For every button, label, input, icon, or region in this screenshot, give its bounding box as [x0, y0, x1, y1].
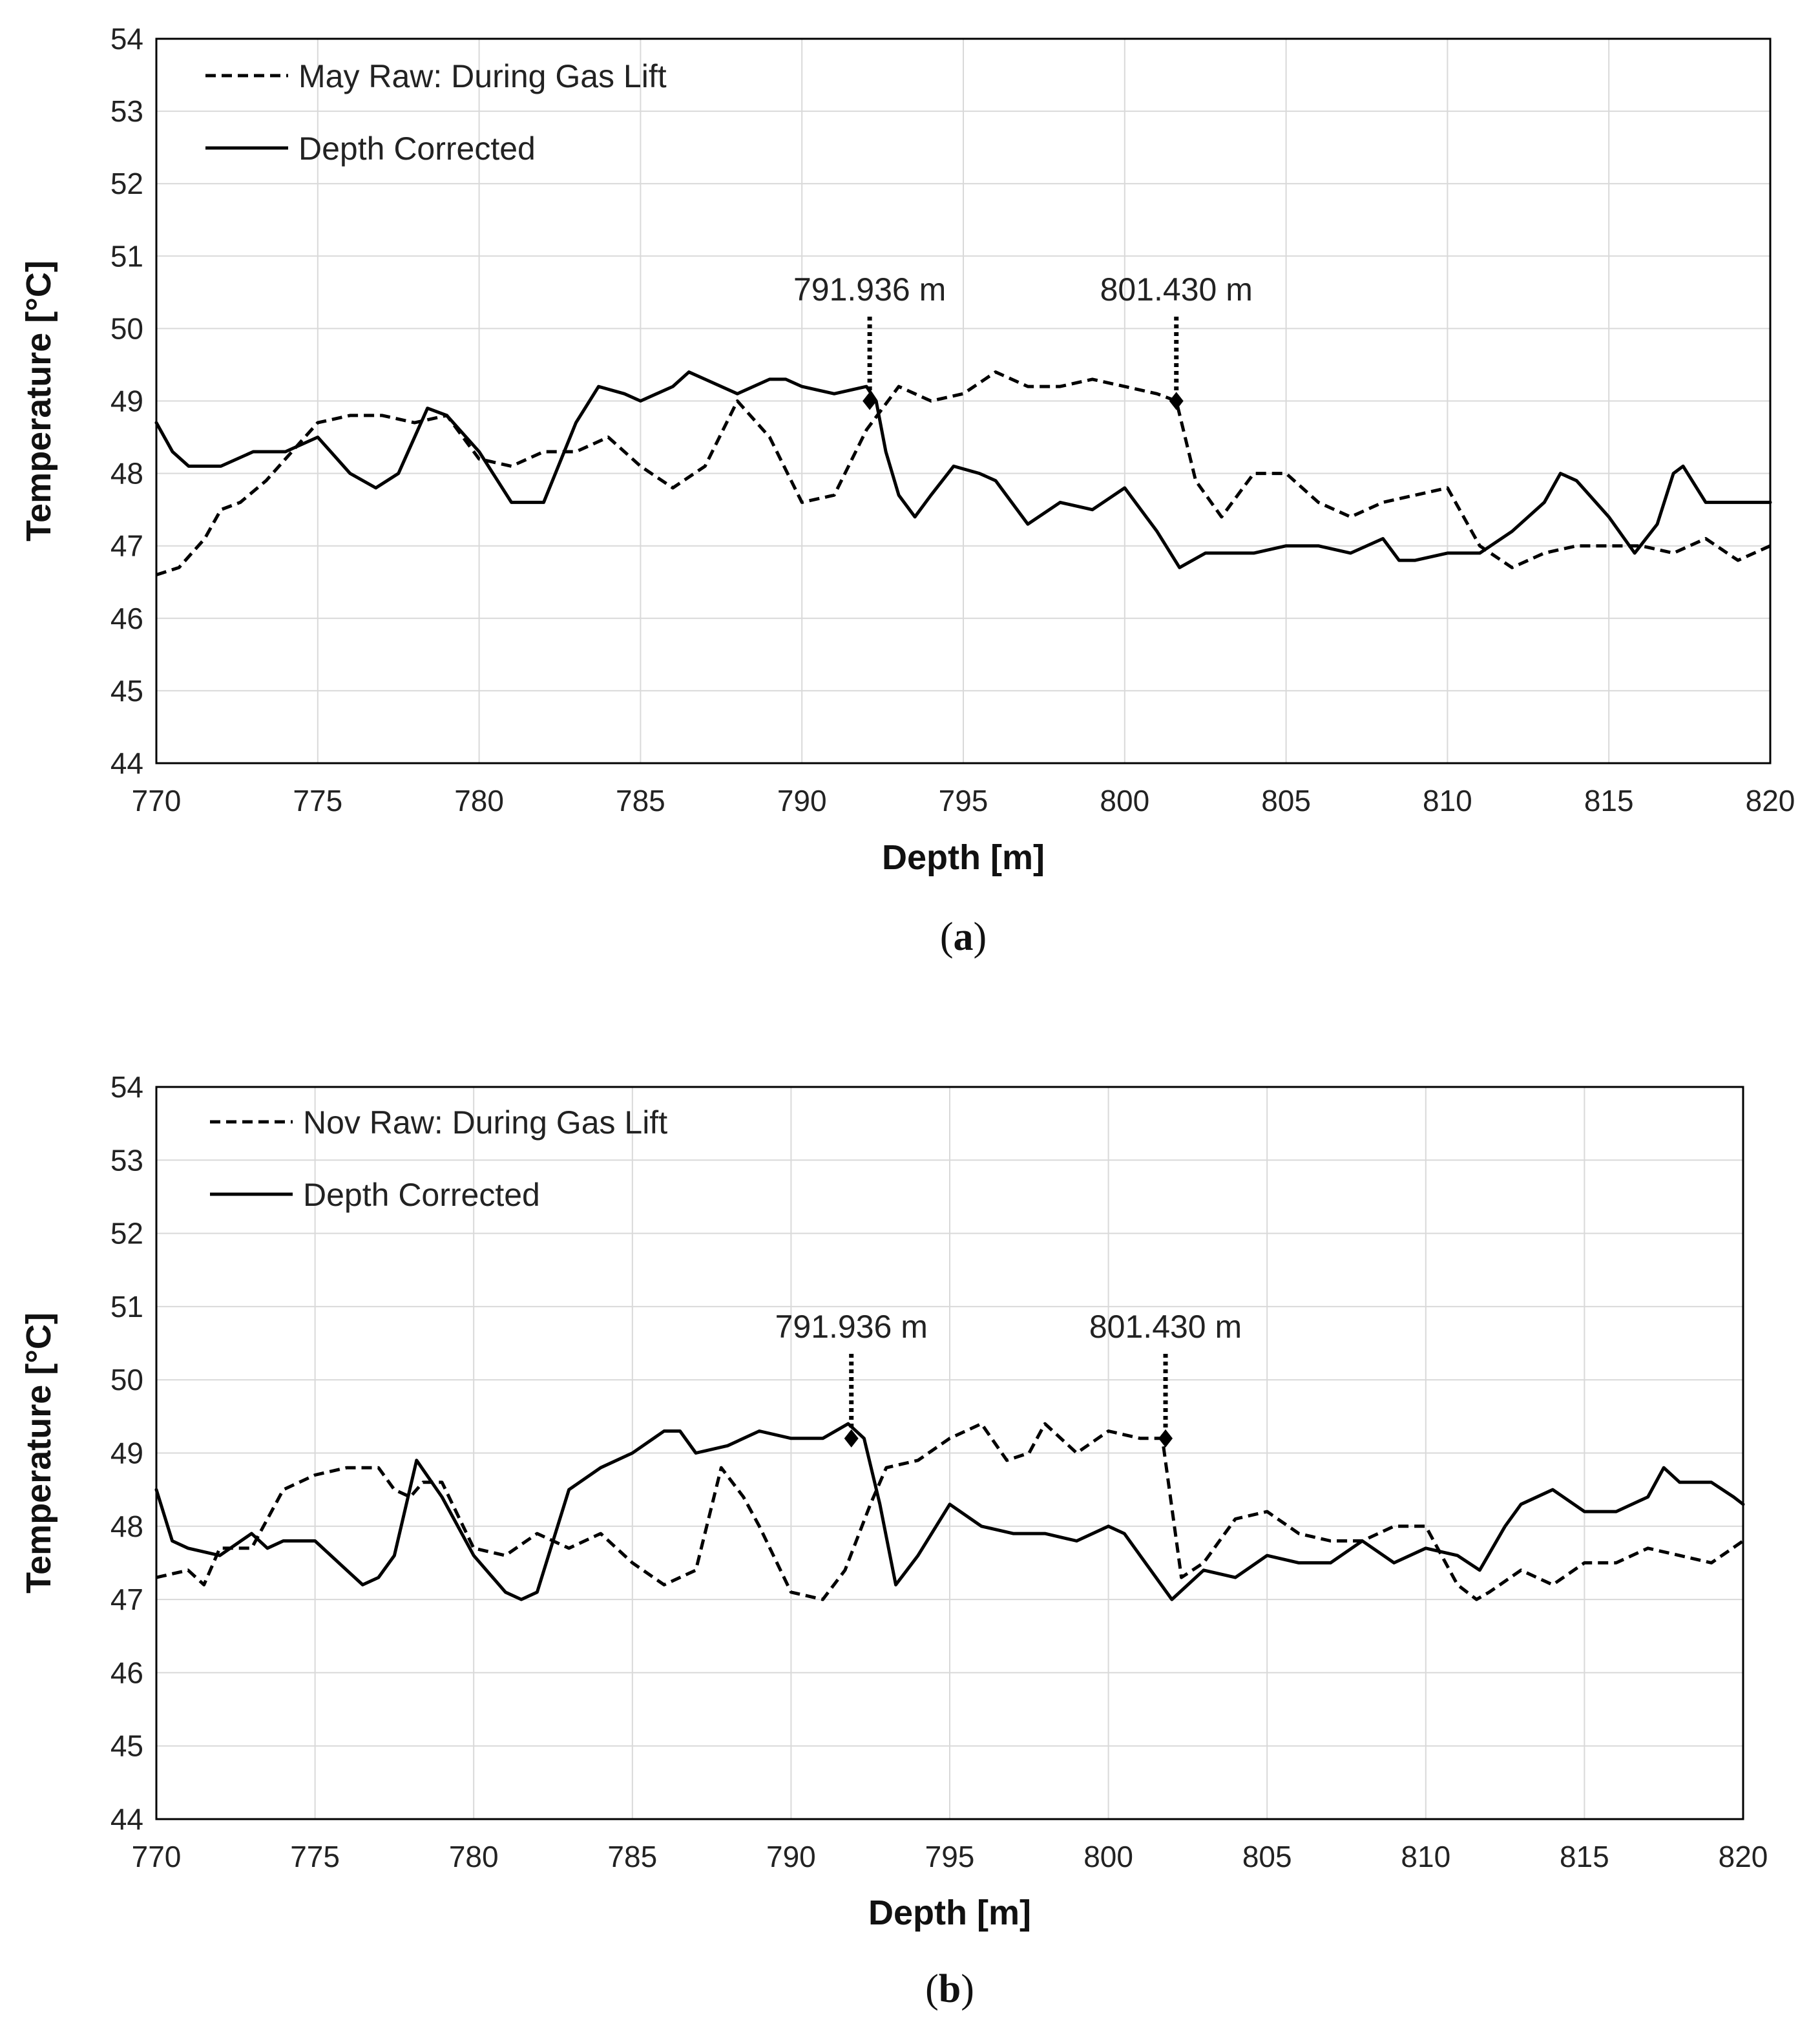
- annotations: 791.936 m 801.430 m: [775, 1309, 1242, 1448]
- y-tick-label: 49: [110, 1437, 143, 1470]
- y-tick-label: 48: [110, 1510, 143, 1543]
- y-tick-label: 50: [110, 311, 143, 345]
- x-tick-label: 795: [939, 784, 988, 817]
- legend-label-raw: Nov Raw: During Gas Lift: [303, 1104, 667, 1141]
- x-tick-label: 810: [1423, 784, 1472, 817]
- x-axis-title: Depth [m]: [868, 1893, 1031, 1932]
- plot-area: [155, 37, 1772, 764]
- y-tick-label: 50: [110, 1363, 143, 1396]
- annotation-label: 791.936 m: [775, 1309, 928, 1345]
- y-tick-label: 53: [110, 1143, 143, 1177]
- x-axis-title: Depth [m]: [882, 838, 1045, 877]
- y-tick-label: 49: [110, 385, 143, 418]
- series-line-depth-corrected: [154, 1422, 1745, 1601]
- annotation-marker: [1169, 392, 1184, 410]
- annotations: 791.936 m 801.430 m: [793, 271, 1253, 410]
- panel-label-b: (b): [925, 1967, 974, 2011]
- series-line-raw: [156, 1422, 1744, 1601]
- x-tick-label: 790: [777, 784, 827, 817]
- y-tick-label: 45: [110, 1729, 143, 1763]
- x-tick-label: 815: [1584, 784, 1634, 817]
- x-tick-label: 815: [1560, 1840, 1609, 1873]
- y-tick-label: 51: [110, 239, 143, 273]
- axis-ticks: 770 775 780 785 790 795 800 805 810 815 820 44 45 46 4…: [110, 22, 1795, 817]
- x-tick-label: 805: [1242, 1840, 1292, 1873]
- annotation-label: 791.936 m: [793, 271, 946, 308]
- annotation-marker: [863, 392, 877, 410]
- y-tick-label: 53: [110, 94, 143, 128]
- plot-area: [155, 1086, 1744, 1820]
- x-tick-label: 810: [1401, 1840, 1450, 1873]
- legend-label-corrected: Depth Corrected: [303, 1177, 540, 1213]
- series-lines: [154, 370, 1772, 576]
- y-tick-label: 54: [110, 1070, 143, 1104]
- legend: Nov Raw: During Gas Lift Depth Corrected: [210, 1104, 667, 1213]
- x-tick-label: 785: [616, 784, 665, 817]
- panel-label-letter: b: [939, 1967, 961, 2011]
- x-tick-label: 775: [293, 784, 342, 817]
- x-tick-label: 775: [290, 1840, 340, 1873]
- annotation-label: 801.430 m: [1089, 1309, 1242, 1345]
- chart-panel-b: 770 775 780 785 790 795 800 805 810 815 820 44 45 46 4…: [19, 1070, 1768, 2011]
- annotation-marker: [844, 1429, 859, 1448]
- y-tick-label: 47: [110, 1583, 143, 1616]
- x-tick-label: 800: [1083, 1840, 1133, 1873]
- y-tick-label: 46: [110, 602, 143, 635]
- series-line-depth-corrected: [154, 370, 1772, 569]
- x-tick-label: 770: [132, 1840, 182, 1873]
- y-tick-label: 51: [110, 1290, 143, 1323]
- y-tick-label: 44: [110, 1802, 143, 1836]
- x-tick-label: 820: [1746, 784, 1795, 817]
- y-tick-label: 48: [110, 457, 143, 490]
- x-tick-label: 770: [132, 784, 182, 817]
- y-axis-title: Temperature [°C]: [19, 260, 58, 542]
- y-tick-label: 54: [110, 22, 143, 56]
- x-tick-label: 780: [449, 1840, 499, 1873]
- annotation-label: 801.430 m: [1100, 271, 1253, 308]
- x-tick-label: 820: [1719, 1840, 1768, 1873]
- y-tick-label: 46: [110, 1656, 143, 1689]
- panel-label-letter: a: [954, 915, 974, 959]
- axis-ticks: 770 775 780 785 790 795 800 805 810 815 820 44 45 46 4…: [110, 1070, 1768, 1873]
- legend: May Raw: During Gas Lift Depth Corrected: [205, 58, 667, 167]
- x-tick-label: 780: [454, 784, 504, 817]
- x-tick-label: 795: [925, 1840, 975, 1873]
- y-tick-label: 52: [110, 1217, 143, 1250]
- legend-label-raw: May Raw: During Gas Lift: [298, 58, 667, 94]
- y-tick-label: 45: [110, 674, 143, 708]
- x-tick-label: 805: [1261, 784, 1311, 817]
- x-tick-label: 785: [607, 1840, 657, 1873]
- chart-panel-a: 770 775 780 785 790 795 800 805 810 815 820 44 45 46 4…: [19, 22, 1795, 959]
- x-tick-label: 790: [766, 1840, 816, 1873]
- x-tick-label: 800: [1100, 784, 1149, 817]
- y-tick-label: 52: [110, 167, 143, 200]
- series-lines: [154, 1422, 1745, 1601]
- legend-label-corrected: Depth Corrected: [298, 131, 536, 167]
- y-tick-label: 44: [110, 746, 143, 780]
- annotation-marker: [1158, 1429, 1173, 1448]
- y-tick-label: 47: [110, 529, 143, 563]
- y-axis-title: Temperature [°C]: [19, 1312, 58, 1594]
- panel-label-a: (a): [940, 915, 987, 959]
